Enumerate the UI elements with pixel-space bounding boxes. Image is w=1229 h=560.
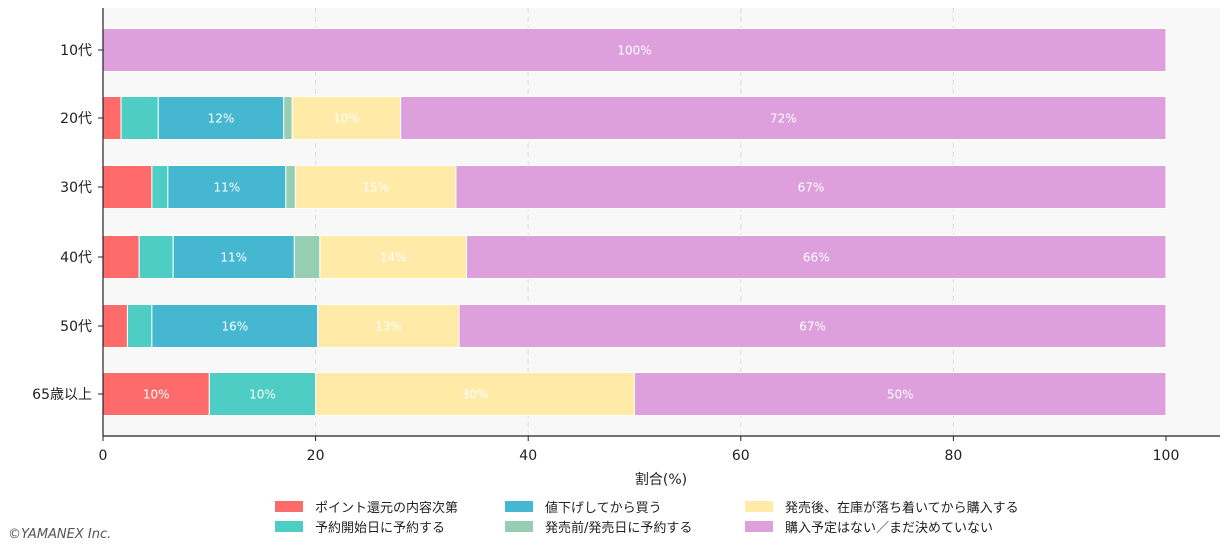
bar-segment — [634, 372, 1167, 416]
legend-item: ポイント還元の内容次第 — [275, 500, 458, 516]
data-label: 67% — [799, 320, 826, 334]
legend-swatch — [275, 501, 303, 512]
legend-item: 発売後、在庫が落ち着いてから購入する — [745, 500, 1019, 516]
y-tick-label: 65歳以上 — [32, 387, 92, 403]
bar-segment — [102, 304, 128, 348]
bar-segment — [102, 96, 122, 140]
bar-segment — [102, 28, 1167, 72]
data-label: 50% — [887, 388, 914, 402]
bar-segment — [400, 96, 1167, 140]
legend-label: 予約開始日に予約する — [315, 521, 445, 536]
bar-segment — [285, 165, 296, 209]
y-tick-label: 10代 — [60, 43, 92, 59]
data-label: 66% — [803, 251, 830, 265]
bar-segment — [172, 235, 295, 279]
bar-segment — [317, 304, 460, 348]
legend-swatch — [505, 501, 533, 512]
x-tick-label: 0 — [99, 448, 108, 464]
bar-segment — [455, 165, 1167, 209]
bar-segment — [151, 165, 169, 209]
plot-background — [103, 8, 1220, 436]
y-tick-label: 30代 — [60, 180, 92, 196]
bar-segment — [102, 235, 140, 279]
bar-segment — [102, 165, 153, 209]
x-tick-label: 20 — [307, 448, 325, 464]
x-tick-label: 100 — [1153, 448, 1180, 464]
legend-label: 値下げしてから買う — [545, 500, 662, 516]
legend-label: 発売前/発売日に予約する — [545, 520, 692, 536]
bar-segment — [120, 96, 159, 140]
data-label: 15% — [362, 181, 389, 195]
bar-segment — [167, 165, 287, 209]
data-label: 72% — [770, 112, 797, 126]
bar-segment — [458, 304, 1167, 348]
legend-swatch — [505, 521, 533, 532]
y-tick-label: 50代 — [60, 319, 92, 335]
data-label: 13% — [375, 320, 402, 334]
legend-item: 値下げしてから買う — [505, 500, 662, 516]
bar-segment — [291, 96, 402, 140]
bar-segment — [138, 235, 174, 279]
bar-segment — [294, 165, 457, 209]
data-label: 10% — [333, 112, 360, 126]
legend-swatch — [745, 501, 773, 512]
copyright: ©YAMANEX Inc. — [8, 527, 111, 542]
data-label: 30% — [462, 388, 489, 402]
y-tick-label: 20代 — [60, 111, 92, 127]
x-tick-label: 40 — [519, 448, 537, 464]
data-label: 16% — [221, 320, 248, 334]
legend-label: 購入予定はない／まだ決めていない — [785, 521, 993, 536]
data-label: 10% — [249, 388, 276, 402]
legend-swatch — [745, 521, 773, 532]
bar-segment — [102, 372, 210, 416]
bar-segment — [293, 235, 321, 279]
legend-label: ポイント還元の内容次第 — [315, 500, 458, 516]
legend-item: 発売前/発売日に予約する — [505, 520, 692, 536]
x-tick-label: 80 — [944, 448, 962, 464]
data-label: 100% — [617, 44, 651, 58]
data-label: 14% — [380, 251, 407, 265]
bar-segment — [315, 372, 635, 416]
legend-label: 発売後、在庫が落ち着いてから購入する — [785, 500, 1019, 516]
data-label: 11% — [214, 181, 241, 195]
x-axis-label: 割合(%) — [635, 471, 687, 488]
bar-segment — [157, 96, 285, 140]
legend-swatch — [275, 521, 303, 532]
bar-segment — [466, 235, 1167, 279]
bar-segment — [319, 235, 468, 279]
bar-segment — [126, 304, 153, 348]
data-label: 12% — [208, 112, 235, 126]
y-tick-label: 40代 — [60, 250, 92, 266]
legend-item: 購入予定はない／まだ決めていない — [745, 521, 993, 536]
x-tick-label: 60 — [732, 448, 750, 464]
bar-segment — [283, 96, 293, 140]
data-label: 10% — [143, 388, 170, 402]
data-label: 11% — [220, 251, 247, 265]
legend-item: 予約開始日に予約する — [275, 521, 445, 536]
data-label: 67% — [798, 181, 825, 195]
